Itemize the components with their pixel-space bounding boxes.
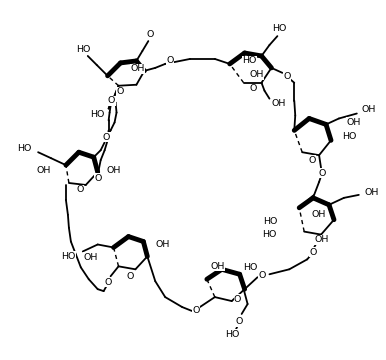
Text: O: O [310, 248, 317, 257]
Text: OH: OH [37, 166, 51, 175]
Text: O: O [127, 272, 134, 281]
Text: OH: OH [314, 235, 328, 244]
Text: HO: HO [262, 230, 276, 239]
Text: OH: OH [362, 105, 376, 114]
Text: OH: OH [107, 166, 121, 175]
Text: O: O [103, 133, 110, 142]
Text: OH: OH [130, 64, 145, 73]
Text: O: O [147, 30, 154, 39]
Text: HO: HO [76, 45, 91, 54]
Text: HO: HO [242, 57, 257, 66]
Text: HO: HO [90, 110, 105, 119]
Text: O: O [236, 318, 243, 327]
Text: HO: HO [342, 132, 356, 141]
Text: OH: OH [312, 210, 326, 219]
Text: O: O [76, 185, 83, 194]
Text: OH: OH [250, 70, 264, 79]
Text: O: O [308, 156, 316, 165]
Text: OH: OH [365, 188, 379, 197]
Text: OH: OH [155, 240, 170, 249]
Text: O: O [105, 278, 112, 287]
Text: O: O [234, 294, 241, 303]
Text: O: O [166, 57, 174, 66]
Text: O: O [259, 271, 266, 280]
Text: O: O [108, 96, 115, 105]
Text: O: O [94, 174, 102, 183]
Text: OH: OH [83, 253, 98, 262]
Text: O: O [284, 72, 291, 81]
Text: OH: OH [347, 118, 361, 127]
Text: OH: OH [210, 262, 225, 271]
Text: HO: HO [243, 263, 257, 272]
Text: O: O [192, 306, 200, 315]
Text: HO: HO [272, 24, 286, 33]
Text: HO: HO [225, 330, 240, 339]
Text: O: O [318, 168, 326, 177]
Text: O: O [117, 87, 124, 96]
Text: O: O [250, 84, 257, 93]
Text: HO: HO [17, 144, 31, 153]
Text: HO: HO [61, 252, 76, 261]
Text: OH: OH [271, 99, 286, 108]
Text: HO: HO [263, 217, 278, 226]
